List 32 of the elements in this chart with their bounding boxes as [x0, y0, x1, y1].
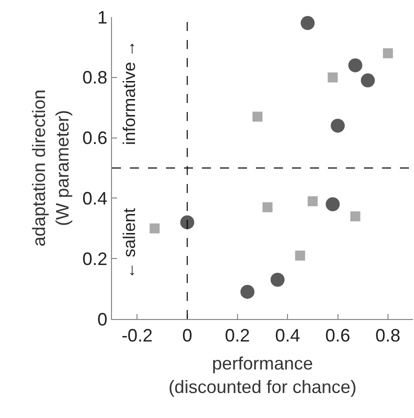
point — [350, 211, 360, 222]
y-tick-label: 0.4 — [82, 188, 108, 208]
x-tick-label: 0.2 — [224, 326, 250, 346]
annotation: informative → — [120, 40, 140, 146]
x-tick-label: 0 — [182, 326, 192, 346]
y-tick-label: 0.2 — [82, 248, 108, 269]
point — [360, 73, 375, 88]
point — [308, 196, 318, 206]
point — [328, 72, 338, 82]
point — [326, 197, 340, 212]
y-tick-label: 0 — [97, 309, 108, 330]
x-tick-label: 0.4 — [275, 326, 300, 346]
point — [295, 250, 306, 261]
point — [150, 223, 160, 234]
x-tick-label: 0.6 — [325, 326, 350, 346]
x-tick-label: -0.2 — [122, 326, 153, 346]
point — [180, 215, 194, 230]
y-tick-label: 0.6 — [82, 128, 108, 148]
point — [300, 16, 315, 30]
point — [270, 272, 285, 287]
y-tick-label: 1 — [97, 7, 108, 28]
point — [262, 202, 273, 212]
y-axis-title: adaptation direction (W parameter) — [29, 89, 73, 247]
point — [348, 58, 362, 72]
x-tick-label: 0.8 — [375, 326, 400, 346]
x-axis-title: performance (discounted for chance) — [168, 354, 357, 398]
point — [382, 48, 393, 58]
point — [252, 112, 262, 122]
point — [240, 284, 254, 299]
point — [330, 118, 345, 133]
y-tick-label: 0.8 — [82, 68, 108, 88]
annotation: ← salient — [120, 208, 140, 280]
